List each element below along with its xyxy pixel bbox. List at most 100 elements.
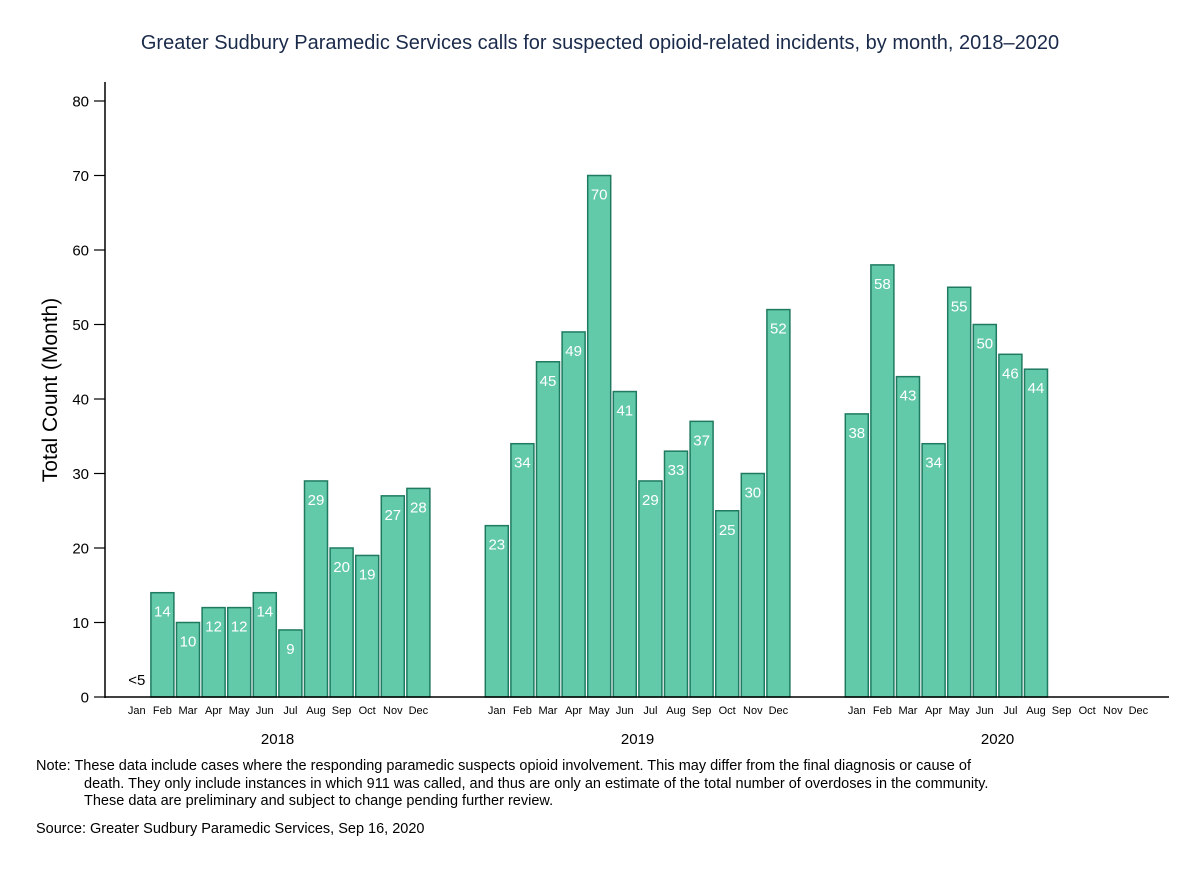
note-line-1: These data include cases where the respo… [74,758,971,774]
bar-2019-sep [689,420,714,698]
x-tick-label: Oct [1079,705,1096,717]
bar-value-label: 43 [900,388,917,405]
bar-value-label: 9 [286,641,294,658]
x-tick-label: Jan [128,705,146,717]
y-tick-label: 0 [81,690,89,707]
group-label-2019: 2019 [621,731,654,748]
x-tick-label: Oct [719,705,736,717]
y-axis: 0 10 20 30 40 50 60 70 80 [72,82,106,707]
bar-2020-feb [870,264,895,698]
x-tick-label: Jul [643,705,657,717]
x-tick-label: Sep [332,705,352,717]
x-tick-label: Jan [488,705,506,717]
bar-2019-feb [510,442,535,698]
bar-label-suppressed: <5 [128,672,145,689]
chart-source: Source: Greater Sudbury Paramedic Servic… [36,821,425,837]
bar-2019-may [586,174,612,698]
x-tick-label: Nov [1103,705,1123,717]
x-tick-label: Aug [306,705,326,717]
y-axis-label: Total Count (Month) [39,298,62,482]
bar-2018-aug [303,480,329,698]
bar-2020-may [946,286,972,698]
bar-value-label: 25 [719,522,736,539]
x-tick-label: Feb [513,705,532,717]
x-tick-label: May [949,705,970,717]
bar-value-label: 12 [205,619,222,636]
y-tick-label: 20 [72,541,89,558]
bar-value-label: 41 [616,403,633,420]
bar-2020-aug [1023,368,1049,698]
x-tick-label: Nov [743,705,763,717]
y-tick-label: 40 [72,392,89,409]
bar-value-label: 29 [642,492,659,509]
bar-value-label: 20 [333,559,350,576]
bar-value-label: 12 [231,619,248,636]
bar-value-label: 58 [874,276,891,293]
bar-2020-apr [921,442,946,698]
bar-value-label: 33 [668,462,685,479]
bar-value-label: 34 [925,455,942,472]
x-tick-label: Jul [1003,705,1017,717]
x-tick-label: Mar [899,705,918,717]
bar-value-label: 19 [359,566,376,583]
bar-2020-jun [972,323,998,698]
x-tick-label: May [589,705,610,717]
bar-value-label: 55 [951,298,968,315]
x-tick-label: Jul [283,705,297,717]
bar-value-label: 34 [514,455,531,472]
x-tick-label: Feb [873,705,892,717]
bar-2019-apr [561,331,586,698]
bar-2019-nov [740,472,766,698]
x-tick-label: Dec [1129,705,1149,717]
x-tick-label: Apr [205,705,222,717]
x-tick-label: Dec [409,705,429,717]
bar-value-label: 49 [565,343,582,360]
bar-value-label: 29 [308,492,325,509]
y-tick-label: 70 [72,168,89,185]
bar-value-label: 28 [410,499,427,516]
x-tick-label: Feb [153,705,172,717]
x-axis: Jan Feb Mar Apr May Jun Jul Aug Sep Oct Nov Dec 2018… [105,696,1169,748]
bar-2019-jun [612,390,638,698]
bar-2018-dec [406,487,431,698]
note-prefix: Note: [36,758,71,774]
y-tick-label: 30 [72,466,89,483]
x-tick-label: Nov [383,705,403,717]
x-tick-label: May [229,705,250,717]
bar-2020-jan [844,413,870,698]
bar-value-label: 45 [540,373,557,390]
bar-value-label: 23 [488,537,505,554]
bar-2020-jul [998,353,1023,698]
bar-2018-nov [380,495,406,698]
x-tick-label: Oct [359,705,376,717]
bar-value-label: 70 [591,187,608,204]
note-line-2: death. They only include instances in wh… [84,775,989,792]
x-tick-label: Aug [1026,705,1046,717]
bar-value-label: 46 [1002,365,1019,382]
bar-2019-dec [766,308,791,698]
bar-value-label: 38 [848,425,865,442]
x-tick-label: Apr [565,705,582,717]
bar-2020-mar [895,375,921,698]
x-tick-label: Mar [179,705,198,717]
bar-value-label: 50 [976,336,993,353]
x-tick-label: Jun [256,705,274,717]
bar-value-label: 14 [256,604,273,621]
chart-note: Note: These data include cases where the… [36,758,1166,811]
bar-value-label: 52 [770,321,787,338]
note-line-3: These data are preliminary and subject t… [84,793,554,809]
x-tick-label: Mar [539,705,558,717]
y-tick-label: 60 [72,243,89,260]
x-tick-label: Jun [616,705,634,717]
x-tick-label: Sep [1052,705,1072,717]
bar-value-label: 14 [154,604,171,621]
x-tick-label: Dec [769,705,789,717]
group-label-2018: 2018 [261,731,294,748]
group-label-2020: 2020 [981,731,1014,748]
y-tick-label: 80 [72,94,89,111]
y-tick-label: 50 [72,317,89,334]
x-tick-label: Jun [976,705,994,717]
bar-2019-mar [535,361,561,698]
bar-2019-jul [638,480,663,698]
